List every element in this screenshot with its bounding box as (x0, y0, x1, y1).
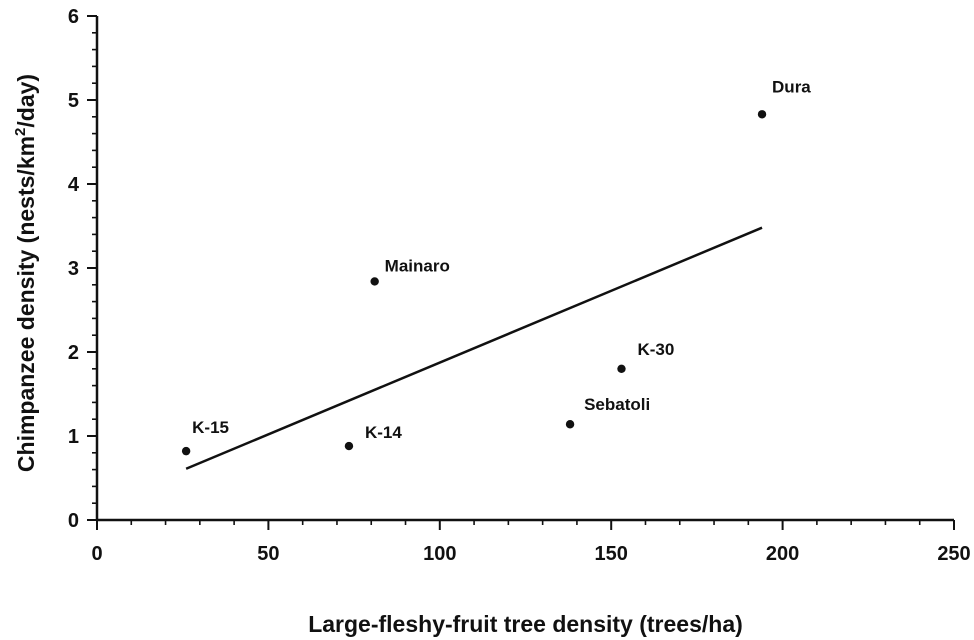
data-point (565, 420, 575, 429)
y-axis-title-main: Chimpanzee density (nests/km (13, 136, 39, 472)
y-tick-label: 5 (68, 90, 79, 112)
data-point (344, 441, 354, 451)
x-ticks: 0 50 100 150 200 250 (91, 520, 971, 565)
data-point-label: K-15 (192, 418, 229, 437)
y-tick-label: 3 (68, 258, 79, 280)
y-tick-label: 4 (68, 174, 80, 196)
data-point (617, 364, 626, 373)
data-point-label: Mainaro (385, 256, 450, 275)
x-axis-title: Large-fleshy-fruit tree density (trees/h… (308, 611, 743, 637)
x-tick-label: 150 (595, 543, 628, 565)
x-tick-label: 200 (766, 543, 799, 565)
y-axis-title-superscript: 2 (12, 128, 29, 136)
data-point (181, 446, 191, 456)
x-tick-label: 0 (91, 543, 102, 565)
data-point (757, 110, 767, 119)
y-ticks: 0 1 2 3 4 5 6 (68, 6, 97, 532)
y-tick-label: 0 (68, 510, 79, 532)
y-tick-label: 6 (68, 6, 79, 28)
data-point-label: Sebatoli (584, 395, 650, 414)
y-tick-label: 1 (68, 426, 79, 448)
y-tick-label: 2 (68, 342, 79, 364)
x-tick-label: 50 (257, 543, 279, 565)
data-point-label: K-14 (365, 423, 402, 442)
axes (95, 16, 954, 522)
trendline (185, 226, 763, 470)
data-point-label: K-30 (637, 340, 674, 359)
y-axis-title-unit: /day) (13, 74, 39, 128)
data-points: K-15 K-14 Mainaro Sebatoli K-30 Dura (181, 77, 811, 456)
y-axis-title: Chimpanzee density (nests/km2/day) (12, 74, 39, 472)
x-tick-label: 100 (423, 543, 456, 565)
data-point-label: Dura (772, 77, 811, 96)
trendline-group (185, 226, 763, 470)
data-point (370, 277, 379, 286)
x-tick-label: 250 (937, 543, 970, 565)
